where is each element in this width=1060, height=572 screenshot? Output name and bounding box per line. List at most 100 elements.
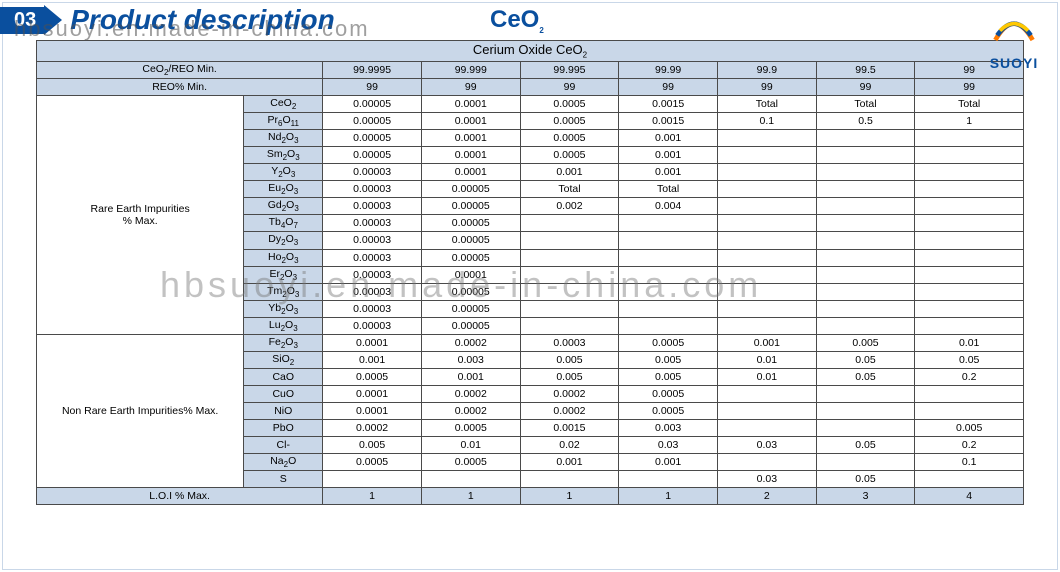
cell: 3 bbox=[816, 488, 915, 505]
cell: 0.0001 bbox=[421, 266, 520, 283]
cell: 0.00005 bbox=[323, 95, 422, 112]
cell bbox=[816, 403, 915, 420]
cell: 0.003 bbox=[421, 352, 520, 369]
cell: 0.0001 bbox=[323, 403, 422, 420]
cell: 0.003 bbox=[619, 420, 718, 437]
cell bbox=[619, 266, 718, 283]
cell bbox=[915, 249, 1024, 266]
compound-label: Tm2O3 bbox=[244, 283, 323, 300]
cell: 0.0005 bbox=[421, 420, 520, 437]
spec-table: Cerium Oxide CeO2CeO2/REO Min.99.999599.… bbox=[36, 40, 1024, 505]
cell bbox=[520, 215, 619, 232]
cell: 1 bbox=[421, 488, 520, 505]
cell: 0.00005 bbox=[421, 198, 520, 215]
cell: 1 bbox=[619, 488, 718, 505]
cell: 0.0002 bbox=[421, 386, 520, 403]
row-loi: L.O.I % Max.1111234 bbox=[37, 488, 1024, 505]
compound-label: Fe2O3 bbox=[244, 335, 323, 352]
section-title: Product description bbox=[70, 4, 334, 36]
cell bbox=[915, 300, 1024, 317]
cell: 0.0002 bbox=[421, 335, 520, 352]
cell bbox=[717, 249, 816, 266]
cell: 0.0001 bbox=[421, 112, 520, 129]
section-number-badge: 03 bbox=[0, 7, 44, 34]
rare-row: Rare Earth Impurities% Max.CeO20.000050.… bbox=[37, 95, 1024, 112]
compound-label: Dy2O3 bbox=[244, 232, 323, 249]
cell: 0.05 bbox=[816, 352, 915, 369]
cell: 0.00003 bbox=[323, 266, 422, 283]
cell bbox=[915, 317, 1024, 334]
cell bbox=[915, 232, 1024, 249]
row-label: REO% Min. bbox=[37, 78, 323, 95]
cell: 0.002 bbox=[520, 198, 619, 215]
compound-label: Ho2O3 bbox=[244, 249, 323, 266]
cell: 0.0015 bbox=[619, 95, 718, 112]
cell bbox=[619, 232, 718, 249]
cell: 2 bbox=[717, 488, 816, 505]
cell: 0.0001 bbox=[421, 95, 520, 112]
group-nonrare-label: Non Rare Earth Impurities% Max. bbox=[37, 335, 244, 488]
cell: 0.03 bbox=[717, 471, 816, 488]
cell bbox=[717, 164, 816, 181]
compound-label: Eu2O3 bbox=[244, 181, 323, 198]
cell bbox=[915, 198, 1024, 215]
cell: 1 bbox=[520, 488, 619, 505]
cell: 0.0002 bbox=[520, 386, 619, 403]
compound-label: PbO bbox=[244, 420, 323, 437]
cell: 0.02 bbox=[520, 437, 619, 454]
cell bbox=[717, 403, 816, 420]
cell: 0.0001 bbox=[323, 335, 422, 352]
row-label: L.O.I % Max. bbox=[37, 488, 323, 505]
cell: 99 bbox=[915, 78, 1024, 95]
cell: 0.0005 bbox=[520, 129, 619, 146]
cell: 0.0005 bbox=[619, 386, 718, 403]
cell: 0.00003 bbox=[323, 317, 422, 334]
cell: 0.0001 bbox=[323, 386, 422, 403]
cell: 0.00003 bbox=[323, 215, 422, 232]
cell bbox=[915, 129, 1024, 146]
cell: 0.005 bbox=[619, 352, 718, 369]
cell: 0.00003 bbox=[323, 300, 422, 317]
compound-label: Na2O bbox=[244, 454, 323, 471]
nonrare-row: Non Rare Earth Impurities% Max.Fe2O30.00… bbox=[37, 335, 1024, 352]
cell: 0.005 bbox=[816, 335, 915, 352]
cell: 0.0001 bbox=[421, 164, 520, 181]
cell: 0.005 bbox=[520, 369, 619, 386]
cell: 99.995 bbox=[520, 61, 619, 78]
cell bbox=[915, 266, 1024, 283]
cell: 0.00003 bbox=[323, 198, 422, 215]
cell bbox=[619, 300, 718, 317]
table-title: Cerium Oxide CeO2 bbox=[37, 41, 1024, 62]
cell: 0.0005 bbox=[323, 454, 422, 471]
cell bbox=[816, 283, 915, 300]
section-arrow-icon bbox=[44, 5, 62, 35]
cell bbox=[520, 249, 619, 266]
cell: 0.00005 bbox=[421, 249, 520, 266]
cell: Total bbox=[915, 95, 1024, 112]
compound-label: CeO2 bbox=[244, 95, 323, 112]
cell: 0.0002 bbox=[520, 403, 619, 420]
cell: 0.05 bbox=[816, 437, 915, 454]
compound-label: Yb2O3 bbox=[244, 300, 323, 317]
cell: 0.0003 bbox=[520, 335, 619, 352]
brand-logo: SUOYI bbox=[970, 2, 1058, 71]
cell: 0.00005 bbox=[323, 129, 422, 146]
compound-label: NiO bbox=[244, 403, 323, 420]
cell: 0.03 bbox=[717, 437, 816, 454]
row-label: CeO2/REO Min. bbox=[37, 61, 323, 78]
cell: 99.9 bbox=[717, 61, 816, 78]
cell: 0.001 bbox=[619, 454, 718, 471]
cell bbox=[717, 215, 816, 232]
cell: 0.00005 bbox=[421, 283, 520, 300]
cell bbox=[816, 181, 915, 198]
cell bbox=[816, 198, 915, 215]
cell: 0.01 bbox=[717, 369, 816, 386]
cell bbox=[717, 283, 816, 300]
cell bbox=[915, 181, 1024, 198]
cell: 0.1 bbox=[717, 112, 816, 129]
cell bbox=[915, 471, 1024, 488]
group-rare-label: Rare Earth Impurities% Max. bbox=[37, 95, 244, 334]
compound-label: S bbox=[244, 471, 323, 488]
compound-label: CaO bbox=[244, 369, 323, 386]
compound-label: Y2O3 bbox=[244, 164, 323, 181]
